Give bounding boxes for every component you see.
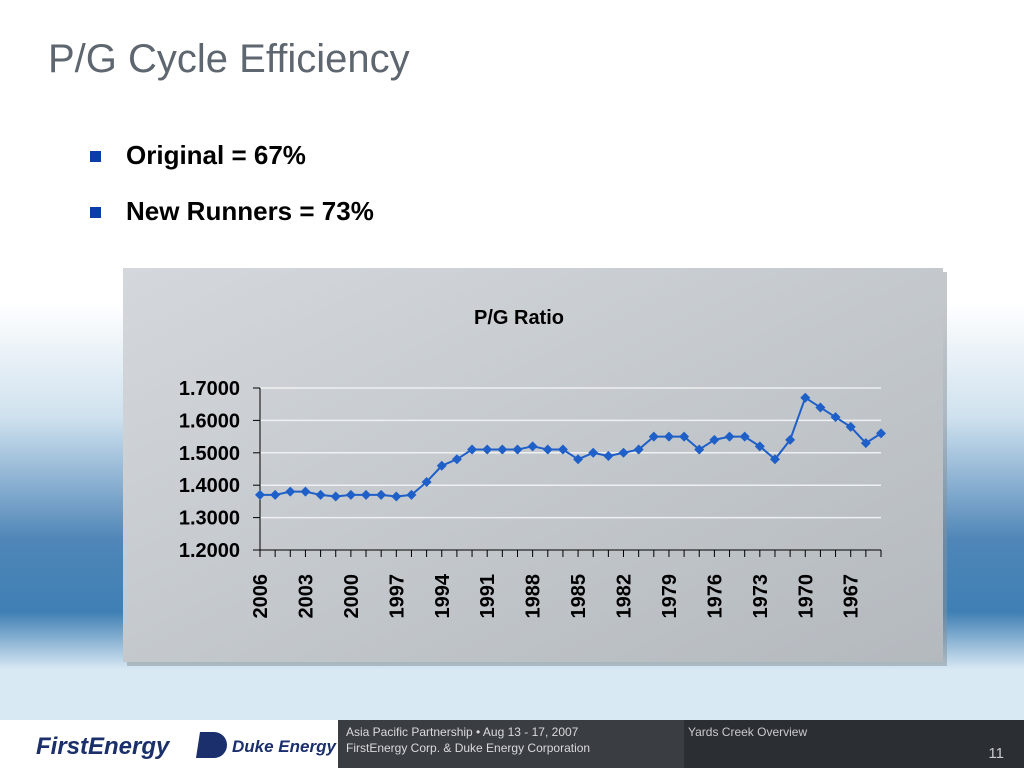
x-tick-label: 1970 <box>795 574 817 619</box>
point <box>361 489 372 500</box>
x-tick-label: 1991 <box>477 574 499 619</box>
x-tick-label: 1985 <box>568 574 590 619</box>
point <box>542 444 553 455</box>
footer-text: FirstEnergy Corp. & Duke Energy Corporat… <box>346 741 590 755</box>
point <box>436 460 447 471</box>
point <box>800 392 811 403</box>
point <box>845 421 856 432</box>
x-tick-label: 2006 <box>250 574 272 619</box>
slide-title: P/G Cycle Efficiency <box>48 37 410 81</box>
x-tick-label: 1988 <box>523 574 545 619</box>
point <box>679 431 690 442</box>
point <box>512 444 523 455</box>
point <box>769 454 780 465</box>
footer-right <box>684 720 1024 768</box>
point <box>376 489 387 500</box>
point <box>497 444 508 455</box>
point <box>467 444 478 455</box>
x-tick-label: 1982 <box>614 574 636 619</box>
point <box>709 434 720 445</box>
point <box>588 447 599 458</box>
point <box>830 412 841 423</box>
y-tick-label: 1.6000 <box>179 410 240 432</box>
y-tick-label: 1.7000 <box>179 378 240 400</box>
logo: FirstEnergy <box>36 733 171 760</box>
page-number: 11 <box>988 745 1004 762</box>
point <box>573 454 584 465</box>
point <box>860 438 871 449</box>
x-tick-label: 1979 <box>659 574 681 619</box>
point <box>285 486 296 497</box>
point <box>633 444 644 455</box>
point <box>557 444 568 455</box>
point <box>315 489 326 500</box>
point <box>451 454 462 465</box>
x-tick-label: 1976 <box>704 574 726 619</box>
point <box>345 489 356 500</box>
point <box>618 447 629 458</box>
footer-mid <box>338 720 684 768</box>
point <box>300 486 311 497</box>
x-tick-label: 2000 <box>341 574 363 619</box>
footer-text: Yards Creek Overview <box>688 725 807 739</box>
x-tick-label: 1997 <box>386 574 408 619</box>
x-tick-label: 1994 <box>432 573 454 618</box>
x-tick-label: 1967 <box>841 574 863 619</box>
y-tick-label: 1.5000 <box>179 443 240 465</box>
y-tick-label: 1.4000 <box>179 475 240 497</box>
plot: 1.2000 1.3000 1.4000 1.5000 1.6000 1.7000 2006… <box>179 378 886 619</box>
y-tick-label: 1.2000 <box>179 540 240 562</box>
point <box>482 444 493 455</box>
point <box>785 434 796 445</box>
point <box>815 402 826 413</box>
point <box>724 431 735 442</box>
point <box>739 431 750 442</box>
logo-icon <box>196 732 227 758</box>
chart-title: P/G Ratio <box>474 307 564 329</box>
point <box>391 491 402 502</box>
point <box>663 431 674 442</box>
point <box>527 441 538 452</box>
point <box>270 489 281 500</box>
bullet <box>90 151 101 162</box>
point <box>406 489 417 500</box>
point <box>255 489 265 500</box>
logo: Duke Energy <box>232 737 337 756</box>
bullet <box>90 207 101 218</box>
point <box>648 431 659 442</box>
x-tick-label: 1973 <box>750 574 772 619</box>
point <box>876 428 886 439</box>
x-tick-label: 2003 <box>295 574 317 619</box>
bullet-text: Original = 67% <box>126 140 306 170</box>
point <box>694 444 705 455</box>
footer-text: Asia Pacific Partnership • Aug 13 - 17, … <box>346 725 579 739</box>
point <box>421 476 432 487</box>
point <box>603 451 614 462</box>
bullet-text: New Runners = 73% <box>126 196 374 226</box>
point <box>330 491 341 502</box>
point <box>754 441 765 452</box>
y-tick-label: 1.3000 <box>179 508 240 530</box>
